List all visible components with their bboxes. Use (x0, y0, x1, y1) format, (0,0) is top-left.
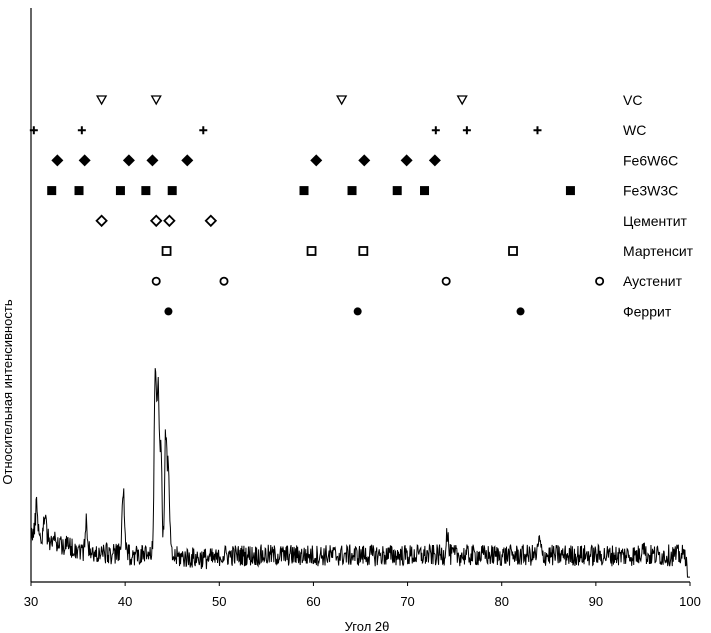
x-ticks: 30 40 50 60 70 80 90 100 (24, 582, 701, 609)
phase-marker (219, 276, 229, 286)
phase-marker (310, 154, 323, 167)
phase-label: VC (623, 92, 642, 108)
phase-label: WC (623, 122, 646, 138)
phase-row: Аустенит (151, 273, 683, 289)
phase-marker (95, 95, 108, 106)
phase-marker (115, 186, 125, 196)
phase-row: Мартенсит (161, 243, 694, 259)
phase-marker (29, 126, 38, 135)
phase-marker (392, 186, 402, 196)
x-tick-label: 80 (494, 594, 508, 609)
phase-label: Fe3W3C (623, 183, 678, 199)
phase-marker (150, 95, 162, 106)
phase-marker (516, 307, 525, 316)
y-axis-title: Относительная интенсивность (0, 299, 15, 484)
phase-marker (164, 307, 173, 316)
phase-marker (336, 95, 348, 106)
phase-label: Феррит (623, 303, 672, 319)
phase-marker (420, 186, 430, 196)
phase-marker (347, 186, 357, 196)
phase-marker (51, 154, 64, 167)
phase-marker (161, 246, 172, 256)
phase-marker (306, 246, 317, 256)
phase-marker (151, 276, 161, 286)
phase-marker (181, 154, 194, 167)
phase-marker (431, 126, 440, 135)
phase-row: Феррит (164, 303, 672, 319)
phase-marker (299, 186, 309, 196)
phase-marker (122, 154, 135, 167)
phase-row: Fe3W3C (47, 183, 678, 199)
x-tick-label: 30 (24, 594, 38, 609)
phase-marker (74, 186, 84, 196)
phase-marker (204, 214, 218, 228)
phase-marker (199, 126, 208, 135)
phase-marker (508, 246, 518, 256)
phase-row: Fe6W6C (51, 152, 678, 168)
phase-marker (358, 154, 371, 167)
phase-marker (358, 246, 369, 256)
phase-markers: VC WC Fe6W6C Fe3W3C Цементит Мартенсит Аустени… (29, 92, 694, 319)
phase-marker (428, 154, 441, 167)
phase-label: Fe6W6C (623, 152, 678, 168)
x-tick-label: 40 (118, 594, 132, 609)
chart-axes (30, 8, 690, 583)
phase-marker (400, 154, 413, 167)
x-tick-label: 60 (306, 594, 320, 609)
phase-marker (462, 126, 471, 135)
phase-marker (595, 276, 605, 286)
phase-marker (167, 186, 177, 196)
x-tick-label: 90 (589, 594, 603, 609)
phase-marker (78, 154, 91, 167)
phase-marker (353, 307, 362, 316)
phase-label: Цементит (623, 213, 688, 229)
phase-row: WC (29, 122, 646, 138)
phase-label: Аустенит (623, 273, 683, 289)
x-tick-label: 50 (212, 594, 226, 609)
diffraction-pattern (30, 368, 690, 578)
phase-marker (149, 214, 163, 228)
x-axis-title: Угол 2θ (345, 619, 390, 633)
phase-marker (47, 186, 57, 196)
phase-marker (163, 214, 176, 228)
phase-marker (77, 126, 86, 135)
phase-row: Цементит (95, 213, 688, 229)
phase-marker (146, 154, 159, 167)
phase-marker (565, 186, 575, 196)
phase-marker (141, 186, 151, 196)
phase-marker (533, 126, 542, 135)
phase-marker (441, 276, 451, 286)
pattern-line (30, 368, 690, 578)
x-tick-label: 100 (679, 594, 701, 609)
phase-marker (95, 214, 108, 228)
phase-marker (456, 95, 468, 106)
x-tick-label: 70 (400, 594, 414, 609)
phase-row: VC (95, 92, 642, 108)
phase-label: Мартенсит (623, 243, 694, 259)
